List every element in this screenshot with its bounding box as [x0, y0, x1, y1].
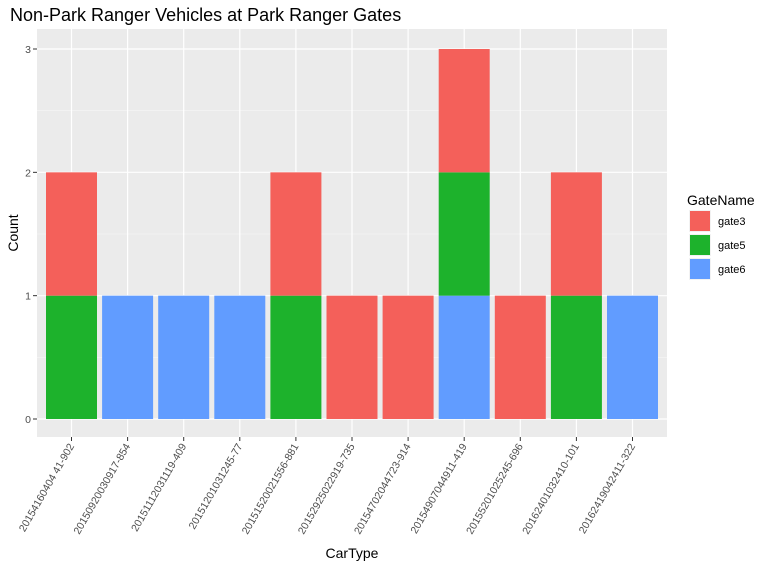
x-tick-label: 20152925022919-735: [296, 441, 358, 536]
bar-segment-gate3: [270, 172, 322, 296]
bar-segment-gate6: [102, 295, 154, 419]
legend-swatch-gate6: [690, 259, 710, 279]
bar-segment-gate3: [550, 172, 602, 296]
legend-label-gate6: gate6: [718, 264, 746, 276]
bar-segment-gate3: [494, 295, 546, 419]
bar-segment-gate5: [550, 295, 602, 419]
bar-segment-gate5: [438, 172, 490, 296]
y-tick-label: 3: [25, 44, 31, 56]
legend-swatch-gate5: [690, 235, 710, 255]
y-tick-label: 2: [25, 167, 31, 179]
bar-segment-gate6: [158, 295, 210, 419]
x-tick-label: 20154907044911-419: [408, 441, 469, 535]
x-tick-label: 20151112031119-409: [129, 441, 189, 533]
x-tick-label: 20154160404 41-902: [17, 441, 77, 534]
y-axis-title: Count: [5, 214, 21, 251]
x-tick-label: 20151520021556-881: [240, 441, 302, 536]
legend-title: GateName: [687, 192, 755, 208]
y-tick-label: 1: [25, 291, 31, 303]
x-tick-label: 20155201025245-696: [464, 441, 526, 536]
bar-segment-gate3: [46, 172, 97, 296]
bars: [46, 49, 658, 419]
bar-segment-gate6: [607, 295, 658, 419]
x-tick-label: 20162401032410-101: [520, 441, 582, 536]
bar-segment-gate6: [438, 295, 490, 419]
y-tick-label: 0: [25, 414, 31, 426]
bar-segment-gate5: [270, 295, 322, 419]
legend-label-gate5: gate5: [718, 240, 746, 252]
legend-swatch-gate3: [690, 211, 710, 231]
x-axis-title: CarType: [326, 545, 379, 561]
bar-segment-gate3: [326, 295, 378, 419]
bar-segment-gate6: [214, 295, 266, 419]
legend: GateName gate3 gate5 gate6: [687, 192, 755, 280]
bar-segment-gate3: [382, 295, 434, 419]
x-tick-label: 20162419042411-322: [577, 441, 638, 535]
y-axis: 0 1 2 3: [25, 44, 37, 426]
bar-segment-gate3: [438, 49, 490, 173]
chart-title: Non-Park Ranger Vehicles at Park Ranger …: [10, 5, 401, 25]
legend-label-gate3: gate3: [718, 216, 746, 228]
bar-segment-gate5: [46, 295, 97, 419]
x-tick-label: 20154702044723-914: [352, 441, 414, 536]
x-tick-label: 20151201031245-77: [187, 441, 246, 531]
x-axis: 20154160404 41-90220150920030917-8542015…: [17, 437, 638, 537]
x-tick-label: 20150920030917-854: [71, 441, 133, 536]
